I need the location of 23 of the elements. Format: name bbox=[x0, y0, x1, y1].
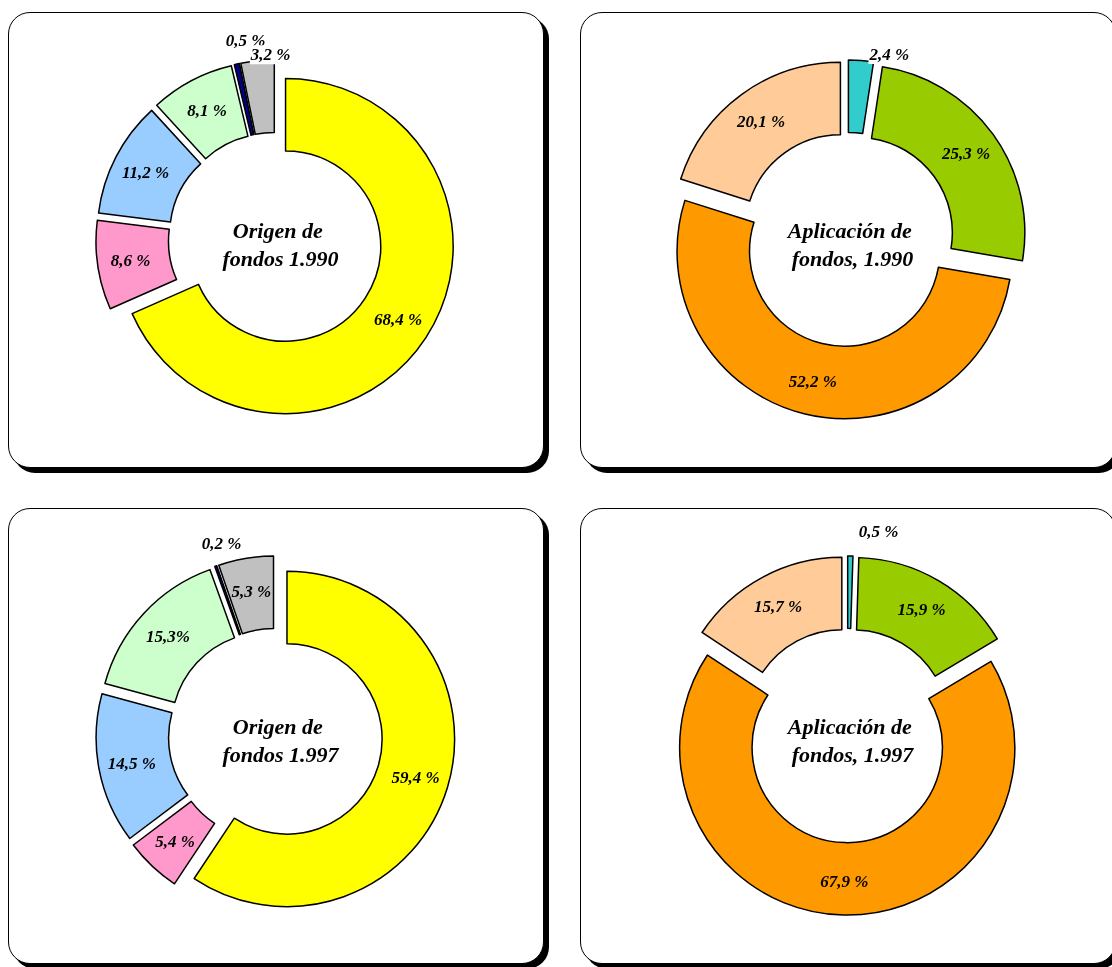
text: Aplicación de fondos, 1.997 bbox=[785, 714, 918, 767]
data-label: 25,3 % bbox=[941, 144, 991, 164]
text: Aplicación de fondos, 1.990 bbox=[785, 218, 918, 271]
data-label: 3,2 % bbox=[249, 45, 291, 65]
data-label: 15,7 % bbox=[754, 597, 803, 617]
data-label: 8,6 % bbox=[110, 251, 151, 271]
data-label: 5,4 % bbox=[155, 832, 195, 852]
data-label: 14,5 % bbox=[107, 753, 156, 773]
data-label: 20,1 % bbox=[736, 111, 786, 131]
data-label: 8,1 % bbox=[187, 100, 227, 120]
data-label: 15,3% bbox=[145, 626, 190, 646]
data-label: 2,4 % bbox=[868, 44, 910, 64]
data-label: 59,4 % bbox=[391, 768, 440, 788]
data-label: 11,2 % bbox=[121, 162, 170, 182]
data-label: 0,2 % bbox=[201, 533, 242, 553]
data-label: 67,9 % bbox=[820, 872, 869, 892]
data-label: 5,3 % bbox=[231, 581, 272, 601]
data-label: 0,5 % bbox=[858, 522, 899, 542]
data-label: 15,9 % bbox=[897, 599, 946, 619]
text: Origen de fondos 1.990 bbox=[222, 218, 339, 271]
text: Origen de fondos 1.997 bbox=[222, 714, 340, 767]
data-label: 52,2 % bbox=[788, 372, 837, 392]
data-label: 68,4 % bbox=[374, 309, 423, 329]
